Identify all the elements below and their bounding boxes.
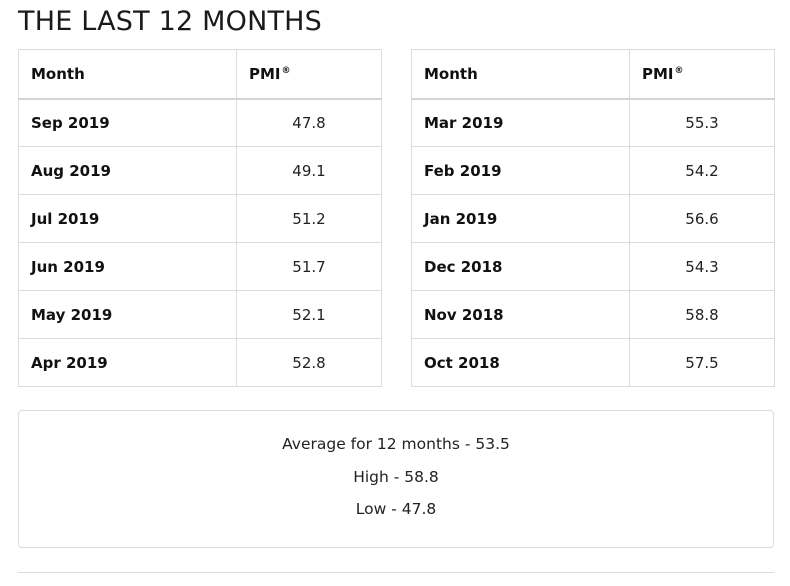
table-row: Nov 2018 58.8 — [411, 290, 775, 339]
pmi-column-header: PMI® — [236, 49, 382, 100]
registered-mark: ® — [281, 65, 291, 76]
month-cell: May 2019 — [18, 290, 237, 339]
summary-box: Average for 12 months - 53.5 High - 58.8… — [18, 410, 774, 548]
pmi-value-cell: 57.5 — [629, 338, 775, 387]
month-cell: Aug 2019 — [18, 146, 237, 195]
month-cell: Oct 2018 — [411, 338, 630, 387]
pmi-value-cell: 58.8 — [629, 290, 775, 339]
pmi-header-label: PMI — [249, 64, 281, 83]
month-cell: Feb 2019 — [411, 146, 630, 195]
pmi-table-left: Month PMI® Sep 2019 47.8 Aug 2019 49.1 J… — [18, 49, 382, 387]
table-header-row: Month PMI® — [411, 49, 775, 100]
table-header-row: Month PMI® — [18, 49, 382, 100]
month-cell: Sep 2019 — [18, 98, 237, 147]
month-cell: Nov 2018 — [411, 290, 630, 339]
pmi-value-cell: 51.7 — [236, 242, 382, 291]
month-cell: Jul 2019 — [18, 194, 237, 243]
pmi-value-cell: 54.3 — [629, 242, 775, 291]
pmi-value-cell: 56.6 — [629, 194, 775, 243]
pmi-value-cell: 55.3 — [629, 98, 775, 147]
month-cell: Jan 2019 — [411, 194, 630, 243]
table-row: Jan 2019 56.6 — [411, 194, 775, 243]
divider — [18, 572, 774, 573]
table-row: Jul 2019 51.2 — [18, 194, 382, 243]
month-cell: Apr 2019 — [18, 338, 237, 387]
pmi-header-label: PMI — [642, 64, 674, 83]
pmi-table-right: Month PMI® Mar 2019 55.3 Feb 2019 54.2 J… — [411, 49, 775, 387]
page-title: THE LAST 12 MONTHS — [18, 6, 323, 37]
pmi-value-cell: 51.2 — [236, 194, 382, 243]
month-cell: Jun 2019 — [18, 242, 237, 291]
table-row: Apr 2019 52.8 — [18, 338, 382, 387]
table-row: Jun 2019 51.7 — [18, 242, 382, 291]
high-text: High - 58.8 — [353, 467, 439, 486]
month-cell: Mar 2019 — [411, 98, 630, 147]
pmi-value-cell: 49.1 — [236, 146, 382, 195]
pmi-value-cell: 54.2 — [629, 146, 775, 195]
registered-mark: ® — [674, 65, 684, 76]
average-text: Average for 12 months - 53.5 — [282, 435, 510, 453]
month-cell: Dec 2018 — [411, 242, 630, 291]
month-column-header: Month — [411, 49, 630, 100]
table-row: Oct 2018 57.5 — [411, 338, 775, 387]
table-row: Sep 2019 47.8 — [18, 98, 382, 147]
table-row: May 2019 52.1 — [18, 290, 382, 339]
table-row: Mar 2019 55.3 — [411, 98, 775, 147]
pmi-column-header: PMI® — [629, 49, 775, 100]
table-row: Feb 2019 54.2 — [411, 146, 775, 195]
pmi-value-cell: 52.8 — [236, 338, 382, 387]
pmi-value-cell: 47.8 — [236, 98, 382, 147]
table-row: Dec 2018 54.3 — [411, 242, 775, 291]
month-column-header: Month — [18, 49, 237, 100]
pmi-value-cell: 52.1 — [236, 290, 382, 339]
table-row: Aug 2019 49.1 — [18, 146, 382, 195]
low-text: Low - 47.8 — [355, 500, 437, 518]
